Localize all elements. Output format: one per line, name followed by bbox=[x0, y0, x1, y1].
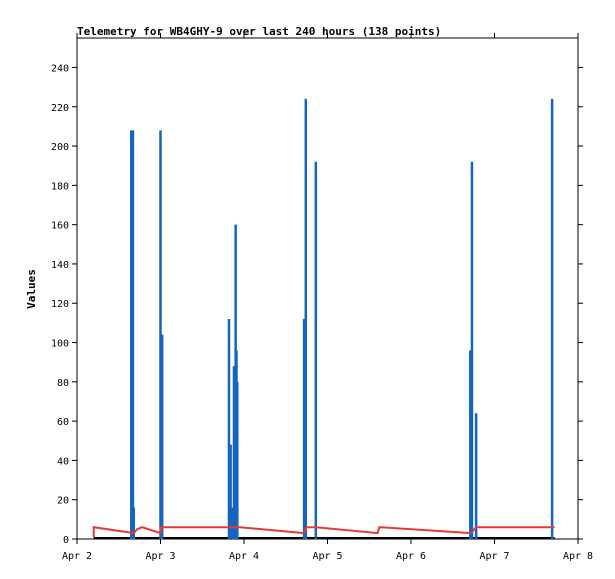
y-tick-label: 80 bbox=[57, 378, 69, 389]
y-tick-label: 0 bbox=[63, 535, 69, 546]
y-tick-label: 220 bbox=[51, 103, 69, 114]
y-tick-label: 140 bbox=[51, 260, 69, 271]
y-tick-label: 200 bbox=[51, 142, 69, 153]
y-tick-label: 120 bbox=[51, 299, 69, 310]
x-tick-label: Apr 4 bbox=[229, 551, 259, 562]
y-tick-label: 100 bbox=[51, 339, 69, 350]
y-tick-label: 20 bbox=[57, 496, 69, 507]
chart-title: Telemetry for WB4GHY-9 over last 240 hou… bbox=[77, 25, 441, 38]
y-axis: 0 20 40 60 80 100 120 140 160 180 200 220 240 bbox=[51, 63, 583, 546]
y-tick-label: 180 bbox=[51, 181, 69, 192]
x-tick-label: Apr 3 bbox=[145, 551, 175, 562]
series-layer bbox=[92, 98, 555, 539]
series-line bbox=[92, 526, 555, 537]
y-axis-label: Values bbox=[25, 269, 38, 309]
x-tick-label: Apr 6 bbox=[396, 551, 426, 562]
x-tick-label: Apr 7 bbox=[479, 551, 509, 562]
y-tick-label: 160 bbox=[51, 221, 69, 232]
x-tick-label: Apr 2 bbox=[62, 551, 92, 562]
x-tick-label: Apr 8 bbox=[563, 551, 593, 562]
y-tick-label: 240 bbox=[51, 63, 69, 74]
x-axis: Apr 2 Apr 3 Apr 4 Apr 5 Apr 6 Apr 7 Apr 8 bbox=[62, 33, 593, 562]
x-tick-label: Apr 5 bbox=[312, 551, 342, 562]
y-tick-label: 40 bbox=[57, 456, 69, 467]
plot-area bbox=[76, 37, 579, 540]
y-tick-label: 60 bbox=[57, 417, 69, 428]
